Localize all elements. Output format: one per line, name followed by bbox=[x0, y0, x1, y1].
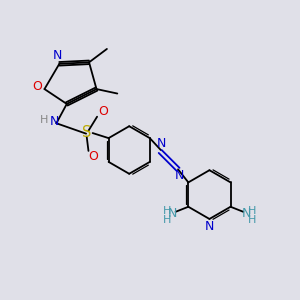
Text: O: O bbox=[98, 105, 108, 118]
Text: H: H bbox=[163, 215, 171, 225]
Text: H: H bbox=[248, 206, 256, 216]
Text: H: H bbox=[248, 215, 256, 225]
Text: N: N bbox=[53, 49, 62, 62]
Text: O: O bbox=[88, 150, 98, 163]
Text: N: N bbox=[205, 220, 214, 233]
Text: S: S bbox=[82, 125, 92, 140]
Text: N: N bbox=[167, 207, 177, 220]
Text: N: N bbox=[242, 207, 252, 220]
Text: H: H bbox=[163, 206, 171, 216]
Text: N: N bbox=[157, 137, 166, 150]
Text: N: N bbox=[50, 115, 60, 128]
Text: N: N bbox=[175, 169, 184, 182]
Text: H: H bbox=[40, 115, 49, 125]
Text: O: O bbox=[32, 80, 42, 93]
